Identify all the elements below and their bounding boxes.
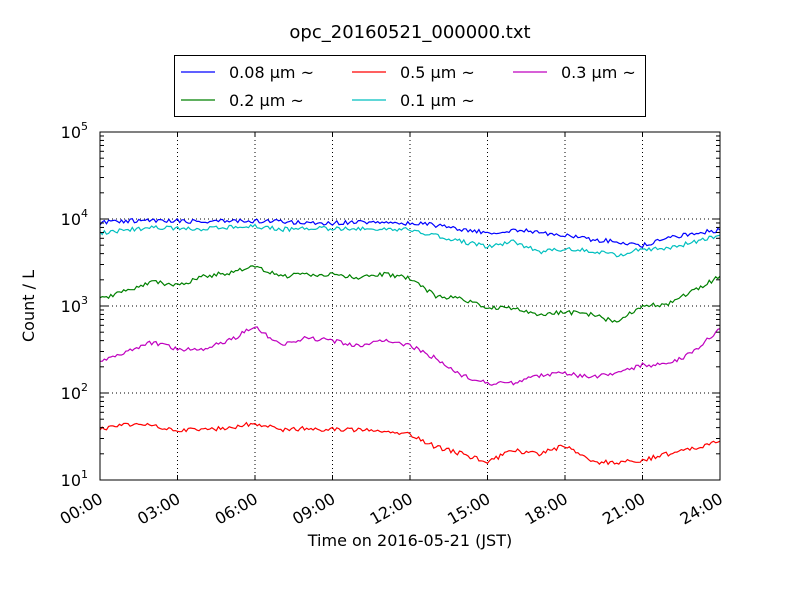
legend: 0.08 μm ~ 0.2 μm ~ 0.5 μm ~ 0.1 μm ~ 0.3 μm … (174, 55, 646, 117)
x-tick-label: 15:00 (444, 489, 493, 529)
ticks: 00:00 03:00 06:00 09:00 12:00 15:00 18:00 21:00… (57, 120, 726, 529)
y-tick-label: 103 (61, 294, 88, 316)
legend-label: 0.5 μm ~ (400, 63, 475, 82)
legend-label: 0.08 μm ~ (229, 63, 314, 82)
x-tick-label: 03:00 (134, 489, 183, 529)
x-tick-label: 18:00 (522, 489, 571, 529)
y-tick-exponent: 3 (81, 294, 88, 307)
y-tick-exponent: 2 (81, 381, 88, 394)
x-tick-label: 12:00 (367, 489, 416, 529)
series-line (99, 223, 721, 258)
legend-label: 0.3 μm ~ (561, 63, 636, 82)
y-tick-label: 101 (61, 468, 88, 490)
y-axis-label: Count / L (19, 270, 38, 342)
y-tick-exponent: 1 (81, 468, 88, 481)
x-tick-label: 21:00 (599, 489, 648, 529)
x-tick-label: 09:00 (289, 489, 338, 529)
legend-box (174, 55, 646, 117)
series-line (99, 265, 721, 323)
series-lines (99, 218, 721, 466)
x-tick-label: 06:00 (212, 489, 261, 529)
y-tick-label: 105 (61, 120, 88, 142)
series-line (99, 218, 721, 249)
y-tick-exponent: 5 (81, 120, 88, 133)
series-line (99, 326, 721, 386)
y-tick-exponent: 4 (81, 207, 88, 220)
chart-title: opc_20160521_000000.txt (289, 22, 530, 43)
grid (100, 132, 720, 480)
series-line (99, 421, 721, 466)
y-tick-label: 104 (61, 207, 88, 229)
x-axis-label: Time on 2016-05-21 (JST) (307, 531, 512, 550)
legend-label: 0.2 μm ~ (229, 91, 304, 110)
x-tick-label: 00:00 (57, 489, 106, 529)
legend-label: 0.1 μm ~ (400, 91, 475, 110)
x-tick-label: 24:00 (677, 489, 726, 529)
y-tick-label: 102 (61, 381, 88, 403)
